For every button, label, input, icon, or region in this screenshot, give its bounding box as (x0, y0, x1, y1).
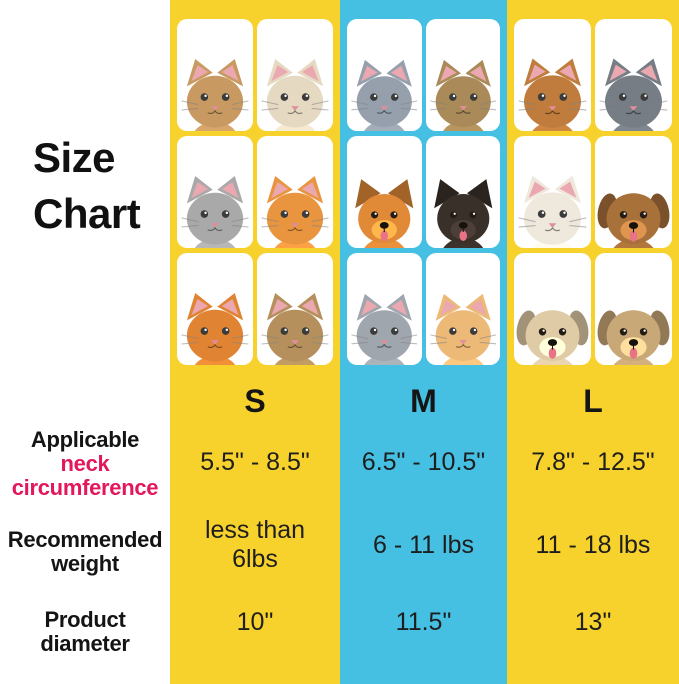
diameter-value-m: 11.5" (395, 608, 452, 636)
weight-value-l: 11 - 18 lbs (507, 506, 679, 584)
neck-value-m: 6.5" - 10.5" (361, 448, 486, 476)
neck-circumference-label: Applicable neck circumference (0, 428, 170, 500)
recommended-weight-label: Recommended weight (0, 528, 170, 576)
grey-maine-coon-cat-photo (595, 19, 672, 131)
photo-grid-m (347, 19, 500, 365)
neck-label-line1: Applicable (30, 427, 140, 452)
grey-british-shorthair-cat-photo (347, 19, 422, 131)
brown-tabby-cat-photo (425, 19, 500, 131)
brown-poodle-dog-photo (595, 136, 672, 248)
diameter-label-line1: Product (44, 607, 126, 632)
diameter-value-s: 10" (236, 608, 274, 636)
weight-label-line2: weight (51, 551, 119, 576)
pomeranian-dog-photo (347, 136, 422, 248)
cream-puppy-dog-photo (514, 253, 591, 365)
brown-tabby-kitten-photo (257, 253, 333, 365)
size-column-s: S 5.5" - 8.5" less than 6lbs 10" (170, 0, 340, 684)
neck-label-line3: circumference (11, 475, 159, 500)
fawn-pug-dog-photo (595, 253, 672, 365)
diameter-value-l: 13" (574, 608, 612, 636)
orange-kitten-photo (257, 136, 333, 248)
photo-grid-s (177, 19, 333, 365)
diameter-label-line2: diameter (40, 631, 130, 656)
weight-value-l-text: 11 - 18 lbs (535, 530, 651, 559)
weight-value-m-text: 6 - 11 lbs (373, 530, 474, 559)
neck-value-l: 7.8" - 12.5" (531, 448, 655, 476)
size-letter-m: M (410, 383, 437, 419)
orange-fluffy-cat-photo (514, 19, 591, 131)
photo-grid-l (514, 19, 672, 365)
tan-fluffy-kitten-photo (177, 19, 253, 131)
neck-value-s: 5.5" - 8.5" (200, 448, 310, 476)
weight-label-line1: Recommended (7, 527, 163, 552)
weight-value-s: less than 6lbs (170, 506, 340, 584)
grey-tabby-fat-cat-photo (347, 253, 422, 365)
cream-orange-cat-photo (425, 253, 500, 365)
weight-value-m: 6 - 11 lbs (340, 506, 507, 584)
product-diameter-label: Product diameter (0, 608, 170, 656)
neck-label-line2: neck (60, 451, 110, 476)
weight-value-s-text: less than 6lbs (204, 516, 306, 573)
size-column-m: M 6.5" - 10.5" 6 - 11 lbs 11.5" (340, 0, 507, 684)
size-column-l: L 7.8" - 12.5" 11 - 18 lbs 13" (507, 0, 679, 684)
page-title: Size Chart (33, 134, 141, 237)
grey-tabby-kitten-photo (177, 136, 253, 248)
size-letter-s: S (244, 383, 266, 419)
chihuahua-dog-photo (425, 136, 500, 248)
white-ragdoll-cat-photo (514, 136, 591, 248)
size-letter-l: L (583, 383, 603, 419)
ginger-kitten-photo (177, 253, 253, 365)
cream-kitten-photo (257, 19, 333, 131)
